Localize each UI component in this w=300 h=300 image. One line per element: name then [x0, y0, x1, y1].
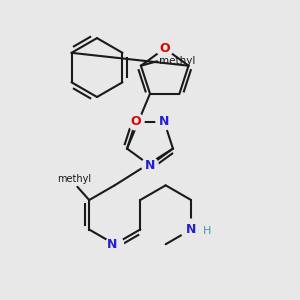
Text: N: N	[186, 223, 196, 236]
Text: methyl: methyl	[159, 56, 195, 66]
Circle shape	[181, 219, 202, 240]
Circle shape	[106, 236, 124, 253]
Text: methyl: methyl	[160, 60, 164, 61]
Text: N: N	[145, 159, 155, 172]
Text: O: O	[130, 115, 141, 128]
Text: H: H	[203, 226, 211, 236]
Circle shape	[128, 113, 144, 130]
Text: O: O	[159, 42, 170, 55]
Circle shape	[156, 113, 172, 130]
Text: methyl: methyl	[57, 174, 92, 184]
Circle shape	[142, 157, 158, 174]
Circle shape	[157, 40, 173, 57]
Text: N: N	[106, 238, 117, 251]
Text: N: N	[159, 115, 169, 128]
